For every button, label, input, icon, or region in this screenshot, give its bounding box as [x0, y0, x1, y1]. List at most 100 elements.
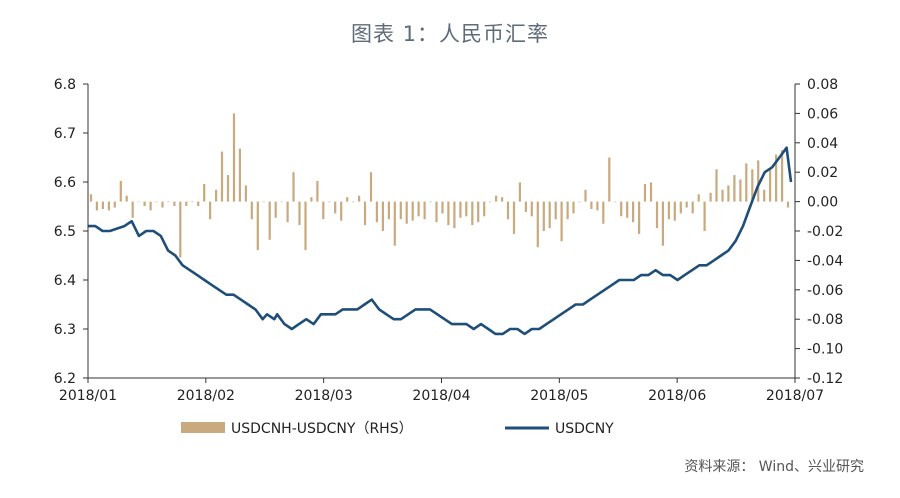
chart-title: 图表 1：人民币汇率: [350, 22, 550, 46]
bar-mark: [548, 201, 551, 229]
right-tick-label: -0.04: [807, 253, 843, 269]
bar-mark: [143, 201, 146, 206]
bar-mark: [673, 201, 676, 221]
right-tick-label: 0.08: [807, 77, 838, 93]
bar-mark: [781, 150, 784, 202]
x-tick-label: 2018/02: [177, 388, 235, 404]
bar-mark: [459, 201, 462, 218]
bar-mark: [578, 201, 581, 203]
bar-mark: [751, 169, 754, 202]
bar-mark: [572, 201, 575, 214]
right-tick-label: 0.02: [807, 165, 838, 181]
bar-mark: [453, 201, 456, 229]
left-tick-label: 6.3: [54, 322, 76, 338]
bar-mark: [119, 181, 122, 202]
bar-mark: [554, 201, 557, 220]
bar-mark: [679, 201, 682, 214]
bar-mark: [322, 201, 325, 220]
legend-layer: USDCNH-USDCNY（RHS） USDCNY: [181, 421, 614, 437]
bar-mark: [226, 175, 230, 202]
bar-mark: [209, 201, 212, 220]
right-tick-label: 0.00: [807, 195, 838, 211]
bar-mark: [161, 201, 164, 208]
bar-mark: [107, 201, 110, 211]
bar-mark: [417, 201, 420, 217]
bar-mark: [185, 201, 188, 206]
left-tick-label: 6.8: [54, 77, 76, 93]
bar-mark: [381, 201, 384, 231]
bar-mark: [358, 195, 361, 202]
bar-mark: [363, 201, 367, 226]
bar-mark: [667, 201, 670, 220]
left-tick-label: 6.7: [54, 126, 76, 142]
bar-mark: [733, 175, 736, 202]
line-layer: [88, 146, 793, 336]
left-tick-label: 6.6: [54, 175, 76, 191]
bar-mark: [536, 201, 539, 248]
bar-mark: [167, 201, 170, 203]
bar-mark: [173, 201, 176, 206]
bar-mark: [477, 201, 480, 223]
bar-mark: [721, 189, 724, 202]
usdcny-line: [88, 146, 793, 336]
x-tick-label: 2018/04: [412, 388, 470, 404]
bar-mark: [560, 201, 563, 242]
bar-mark: [739, 179, 742, 202]
source-note: 资料来源： Wind、兴业研究: [684, 459, 864, 475]
bar-mark: [280, 201, 283, 203]
bar-mark: [429, 201, 432, 203]
bar-mark: [352, 201, 355, 203]
bar-mark: [685, 201, 688, 208]
bar-mark: [274, 201, 277, 218]
bar-mark: [518, 182, 521, 202]
bar-mark: [775, 154, 778, 202]
bar-mark: [542, 201, 545, 231]
bar-mark: [602, 201, 605, 224]
bar-mark: [286, 201, 289, 223]
bar-mark: [369, 172, 373, 202]
bar-mark: [596, 201, 599, 211]
bar-mark: [101, 201, 104, 209]
bar-mark: [334, 201, 337, 214]
bar-mark: [715, 169, 718, 202]
bar-mark: [745, 163, 748, 202]
bar-mark: [584, 189, 587, 202]
bar-mark: [649, 182, 653, 202]
x-tick-label: 2018/01: [59, 388, 117, 404]
right-tick-label: -0.08: [807, 312, 843, 328]
bar-mark: [220, 151, 224, 202]
bar-mark: [447, 201, 450, 226]
bar-mark: [95, 201, 98, 211]
right-tick-label: -0.06: [807, 283, 843, 299]
bar-mark: [262, 201, 265, 203]
left-tick-label: 6.2: [54, 371, 76, 387]
bar-mark: [769, 169, 772, 202]
bar-mark: [292, 172, 295, 202]
bar-mark: [483, 201, 486, 217]
bar-mark: [268, 201, 271, 240]
x-tick-label: 2018/06: [648, 388, 706, 404]
bar-mark: [661, 201, 664, 246]
bar-mark: [155, 201, 158, 203]
bar-mark: [298, 201, 301, 226]
bar-mark: [387, 201, 390, 220]
bar-mark: [590, 201, 593, 209]
x-tick-label: 2018/03: [295, 388, 353, 404]
bar-mark: [197, 201, 200, 206]
bar-mark: [703, 201, 706, 231]
right-tick-label: -0.10: [807, 342, 843, 358]
axes-layer: 6.2 6.3 6.4 6.5 6.6 6.7 6.8 -0.12 -0.10 -0.08 -0.0…: [54, 77, 844, 404]
bars-layer: [89, 113, 790, 258]
bar-mark: [250, 201, 253, 220]
bar-mark: [125, 195, 128, 202]
bar-mark: [244, 185, 247, 202]
x-tick-label: 2018/07: [766, 388, 824, 404]
bar-mark: [471, 201, 474, 226]
bar-mark: [393, 201, 396, 246]
bar-mark: [691, 201, 694, 214]
bar-mark: [566, 201, 569, 220]
right-tick-label: 0.06: [807, 106, 838, 122]
bar-mark: [304, 201, 307, 251]
bar-mark: [727, 185, 730, 202]
